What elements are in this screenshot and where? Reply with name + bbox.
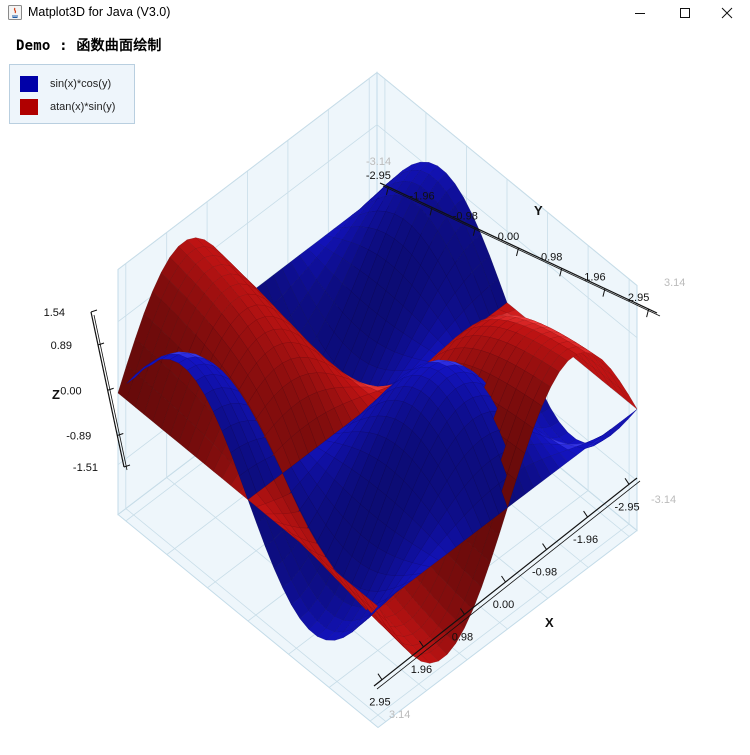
tick-label: 1.54 <box>44 307 65 319</box>
maximize-button[interactable] <box>662 0 708 26</box>
tick-label: 0.89 <box>51 340 72 352</box>
tick-mark <box>385 186 389 196</box>
tick-mark <box>107 387 114 391</box>
tick-mark <box>117 433 124 436</box>
window-titlebar[interactable]: Matplot3D for Java (V3.0) <box>0 0 750 26</box>
tick-mark <box>559 268 563 277</box>
tick-mark <box>90 309 98 313</box>
tick-mark <box>646 308 650 318</box>
legend-swatch <box>20 76 38 92</box>
tick-mark <box>501 575 506 583</box>
y-axis-line <box>382 185 661 317</box>
close-icon <box>721 7 733 19</box>
x-axis-line <box>376 480 641 690</box>
window-title: Matplot3D for Java (V3.0) <box>28 5 171 19</box>
tick-mark <box>624 478 630 485</box>
surface-sin-cos-patch <box>369 599 387 617</box>
tick-label: 0.00 <box>498 231 519 243</box>
tick-mark <box>377 673 383 680</box>
tick-mark <box>97 342 105 346</box>
tick-mark <box>429 207 433 216</box>
tick-label: 0.98 <box>452 631 473 643</box>
minimize-icon <box>635 13 645 14</box>
tick-mark <box>542 543 547 550</box>
tick-mark <box>472 227 476 236</box>
close-button[interactable] <box>704 0 750 26</box>
maximize-icon <box>680 8 690 18</box>
tick-label: 0.98 <box>541 251 562 263</box>
chart-title: Demo : 函数曲面绘制 <box>16 38 162 54</box>
tick-label: -2.95 <box>366 170 391 182</box>
z-axis-line <box>90 311 125 468</box>
tick-label: -0.98 <box>532 567 557 579</box>
minimize-button[interactable] <box>617 0 663 26</box>
tick-label: 0.00 <box>493 599 514 611</box>
tick-mark <box>602 288 606 297</box>
x-axis-title: X <box>545 615 554 630</box>
legend[interactable]: sin(x)*cos(y) atan(x)*sin(y) <box>9 64 135 124</box>
tick-label: 0.00 <box>60 385 81 397</box>
tick-label: -0.89 <box>66 430 91 442</box>
tick-mark <box>516 247 519 257</box>
tick-label: 1.96 <box>584 272 605 284</box>
legend-label: sin(x)*cos(y) <box>50 78 112 90</box>
y-end-label: -3.14 <box>366 156 391 168</box>
tick-label: -0.98 <box>453 211 478 223</box>
tick-label: -1.96 <box>410 190 435 202</box>
tick-mark <box>583 510 588 518</box>
tick-mark <box>419 640 424 648</box>
y-end-label: 3.14 <box>664 277 685 289</box>
tick-label: -2.95 <box>615 501 640 513</box>
tick-label: -1.96 <box>573 534 598 546</box>
tick-mark <box>123 464 131 468</box>
z-axis-title: Z <box>52 387 60 402</box>
tick-mark <box>460 608 465 615</box>
tick-label: -1.51 <box>73 462 98 474</box>
tick-label: 2.95 <box>369 697 390 709</box>
tick-label: 2.95 <box>628 292 649 304</box>
x-end-label: 3.14 <box>389 709 410 721</box>
legend-item[interactable]: sin(x)*cos(y) <box>20 75 111 93</box>
legend-label: atan(x)*sin(y) <box>50 101 116 113</box>
y-axis-title: Y <box>534 203 543 218</box>
x-end-label: -3.14 <box>651 494 676 506</box>
grid-line <box>117 71 638 286</box>
tick-label: 1.96 <box>411 664 432 676</box>
surface-atan-sin-patch <box>369 599 387 622</box>
legend-item[interactable]: atan(x)*sin(y) <box>20 98 115 116</box>
java-app-icon <box>8 5 22 20</box>
z-axis-line <box>93 314 128 471</box>
legend-swatch <box>20 99 38 115</box>
